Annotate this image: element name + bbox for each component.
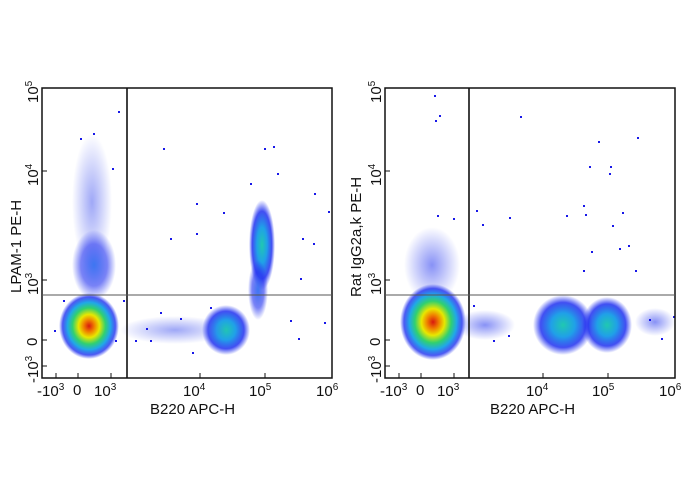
y-tick-label-neg1e3: -103 — [367, 355, 385, 383]
scatter-dots — [434, 95, 675, 342]
x-tick-label-1e6: 106 — [316, 382, 339, 400]
density-populations — [59, 134, 275, 359]
plot-frame — [41, 87, 333, 379]
plot-panel-lpam1: LPAM-1 PE-H 105 104 103 0 -103 -103 0 10… — [8, 80, 339, 418]
x-tick-label-neg1e3: -103 — [37, 382, 65, 400]
x-tick-label-1e6: 106 — [659, 382, 682, 400]
y-tick-label-1e4: 104 — [24, 163, 42, 186]
x-tick-label-1e4: 104 — [526, 382, 549, 400]
density-populations — [400, 227, 675, 360]
x-tick-label-0: 0 — [73, 382, 82, 399]
x-tick-label-1e4: 104 — [183, 382, 206, 400]
scatter-dots — [54, 111, 330, 354]
x-tick-label-neg1e3: -103 — [380, 382, 408, 400]
y-axis-label: LPAM-1 PE-H — [8, 199, 25, 293]
y-tick-label-neg1e3: -103 — [24, 355, 42, 383]
y-tick-label-1e5: 105 — [367, 80, 385, 103]
y-axis-ticks — [385, 87, 390, 367]
x-axis-ticks — [55, 373, 333, 378]
y-tick-label-1e5: 105 — [24, 80, 42, 103]
y-tick-label-1e4: 104 — [367, 163, 385, 186]
y-tick-label-0: 0 — [24, 337, 41, 346]
plot-frame — [384, 87, 676, 379]
y-axis-label: Rat IgG2a,k PE-H — [348, 176, 365, 297]
y-tick-label-1e3: 103 — [24, 272, 42, 295]
x-tick-label-1e5: 105 — [249, 382, 272, 400]
x-tick-label-1e3: 103 — [94, 382, 117, 400]
scatter-plot-lpam1 — [41, 87, 333, 379]
x-axis-label: B220 APC-H — [150, 401, 236, 418]
x-tick-label-0: 0 — [416, 382, 425, 399]
x-axis-ticks — [398, 373, 676, 378]
plot-panel-isotype: Rat IgG2a,k PE-H 105 104 103 0 -103 -103… — [343, 0, 687, 490]
y-axis-ticks — [42, 87, 47, 367]
x-axis-label: B220 APC-H — [490, 401, 576, 418]
x-tick-label-1e3: 103 — [437, 382, 460, 400]
scatter-plot-isotype — [384, 87, 676, 379]
y-tick-label-1e3: 103 — [367, 272, 385, 295]
y-tick-label-0: 0 — [367, 337, 384, 346]
x-tick-label-1e5: 105 — [592, 382, 615, 400]
